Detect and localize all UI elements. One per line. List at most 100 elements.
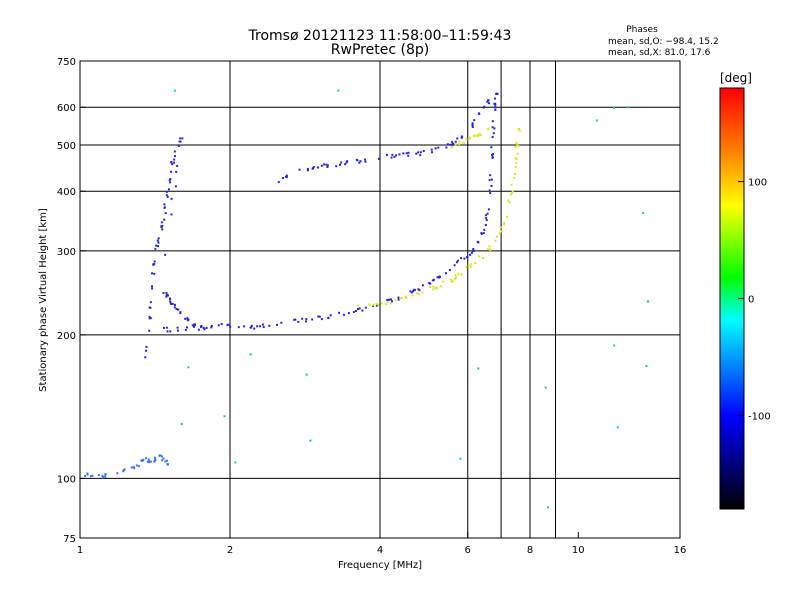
colorbar-ticks: 100 0 -100 [738,178,771,422]
data-point [413,288,416,291]
data-point [340,161,343,164]
data-point [375,304,378,307]
data-point [397,298,400,301]
data-point [161,228,164,231]
data-point [171,163,174,166]
data-point [513,177,516,180]
data-point [407,154,410,157]
data-point [484,214,487,217]
data-point [451,140,454,143]
data-point [454,142,457,145]
data-point [508,201,511,204]
data-point [513,172,516,175]
data-point [148,329,151,332]
data-point [405,152,408,155]
data-point [482,232,485,235]
data-point [496,92,499,95]
data-point [84,475,87,478]
data-point [449,278,452,281]
data-points [84,89,649,509]
data-point [436,276,439,279]
data-point [516,143,519,146]
data-point [409,290,412,293]
data-point [203,328,206,331]
data-point [482,257,485,260]
data-point [171,302,174,305]
data-point [418,289,421,292]
data-point [169,302,172,305]
data-point [167,188,170,191]
data-point [410,291,413,294]
data-point [305,318,308,321]
data-point [184,317,187,320]
data-point [437,146,440,149]
data-point [402,152,405,155]
data-point [429,285,432,288]
data-point [469,265,472,268]
data-point [454,273,457,276]
x-tick-label: 6 [465,545,471,556]
data-point [491,126,494,129]
data-point [250,326,253,329]
data-point [192,325,195,328]
data-point [91,474,94,477]
data-point [175,170,178,173]
colorbar-tick-label: 0 [748,295,754,306]
data-point [491,136,494,139]
data-point [472,248,475,251]
y-tick-label: 600 [57,103,76,114]
data-point [165,326,168,329]
data-point [646,300,649,303]
data-point [174,155,177,158]
data-point [104,475,107,478]
data-point [490,184,493,187]
data-point [163,203,166,206]
data-point [419,151,422,154]
data-point [364,306,367,309]
y-tick-label: 500 [57,141,76,152]
data-point [394,299,397,302]
data-point [148,306,151,309]
data-point [311,318,314,321]
data-point [479,134,482,137]
data-point [217,324,220,327]
data-point [438,275,441,278]
data-point [417,288,420,291]
data-point [163,218,166,221]
data-point [515,162,518,165]
data-point [514,145,517,148]
data-point [477,112,480,115]
data-point [487,99,490,102]
x-tick-label: 16 [674,545,687,556]
data-point [495,92,498,95]
data-point [422,150,425,153]
data-point [132,466,135,469]
data-point [493,97,496,100]
data-point [173,161,176,164]
data-point [449,143,452,146]
data-point [503,221,506,224]
data-point [297,320,300,323]
data-point [338,163,341,166]
data-point [148,461,151,464]
data-point [344,163,347,166]
data-point [180,423,183,426]
data-point [421,284,424,287]
data-point [460,273,463,276]
data-point [450,280,453,283]
data-point [166,294,169,297]
data-point [480,232,483,235]
data-point [477,133,480,136]
data-point [451,280,454,283]
data-point [364,158,367,161]
data-point [210,326,213,329]
data-point [421,291,424,294]
data-point [253,327,256,330]
y-tick-label: 200 [57,331,76,342]
data-point [458,143,461,146]
x-axis-label: Frequency [MHz] [338,560,422,571]
data-point [277,181,280,184]
data-point [338,311,341,314]
data-point [452,142,455,145]
data-point [359,160,362,163]
